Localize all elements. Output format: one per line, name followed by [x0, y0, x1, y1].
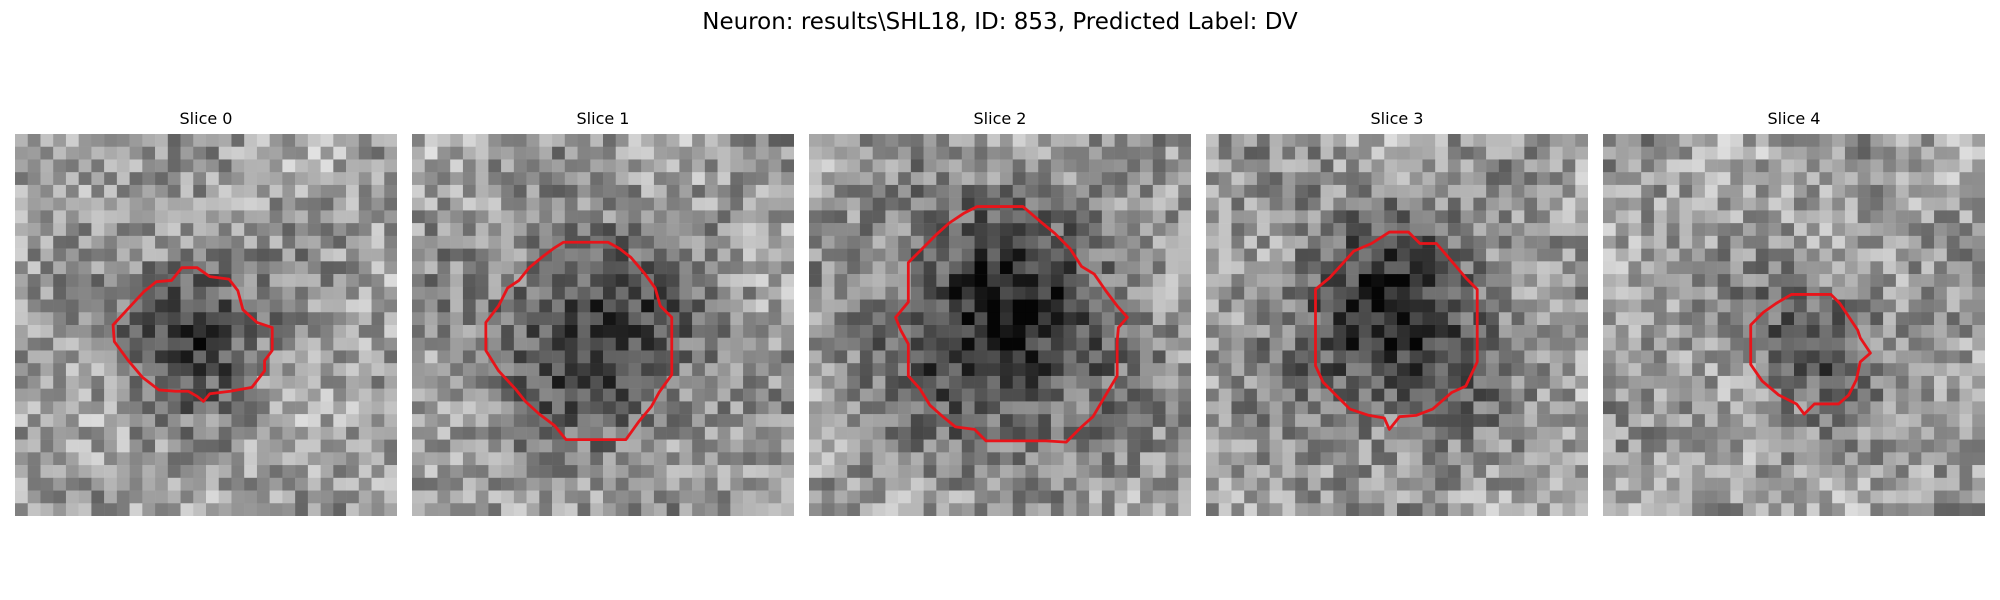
slice-title: Slice 2 [973, 109, 1027, 128]
slice-image [1603, 134, 1985, 516]
slice-title: Slice 3 [1370, 109, 1424, 128]
slice-image [809, 134, 1191, 516]
segmentation-contour [1749, 293, 1872, 416]
slice-title: Slice 1 [576, 109, 630, 128]
segmentation-contour [1314, 230, 1479, 431]
slice-title: Slice 0 [179, 109, 233, 128]
figure-title: Neuron: results\SHL18, ID: 853, Predicte… [702, 9, 1298, 35]
slice-image [412, 134, 794, 516]
slice-title: Slice 4 [1767, 109, 1821, 128]
segmentation-contour [111, 266, 274, 403]
slice-image [1206, 134, 1588, 516]
segmentation-contour [894, 205, 1129, 444]
slice-image [15, 134, 397, 516]
segmentation-contour [484, 240, 674, 442]
